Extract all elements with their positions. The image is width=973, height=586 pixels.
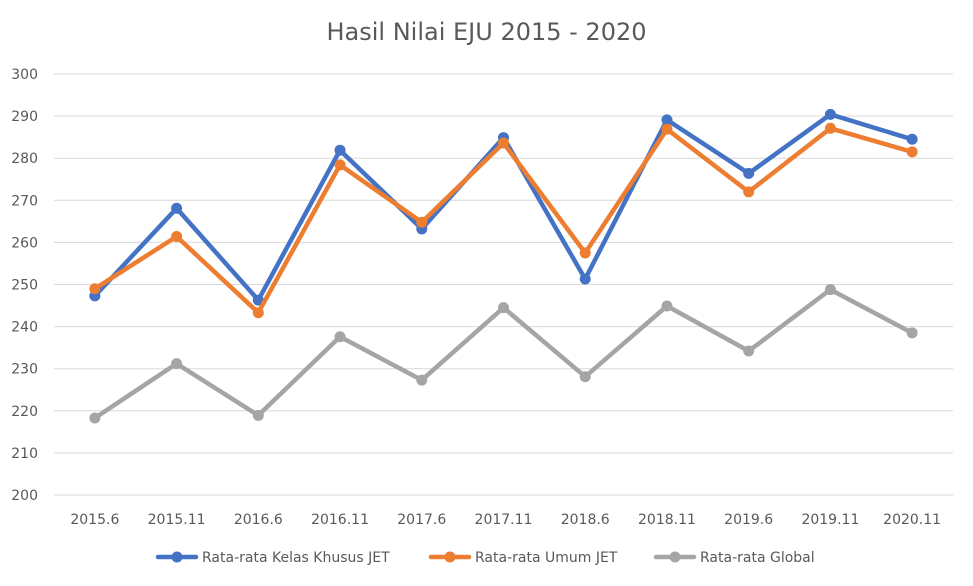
data-point [334, 144, 346, 156]
data-point [743, 345, 755, 357]
data-point [416, 374, 428, 386]
y-tick-label: 290 [11, 109, 38, 125]
y-tick-label: 240 [11, 320, 38, 336]
x-axis-tick-labels: 2015.6 2015.11 2016.6 2016.11 2017.6 2017.11 2… [70, 512, 941, 528]
data-point [252, 294, 264, 306]
data-point [579, 273, 591, 285]
y-tick-label: 210 [11, 446, 38, 462]
x-tick-label: 2017.11 [475, 512, 533, 528]
x-tick-label: 2015.6 [70, 512, 119, 528]
chart-title: Hasil Nilai EJU 2015 - 2020 [326, 18, 647, 46]
x-tick-label: 2016.11 [311, 512, 369, 528]
legend-swatch-marker [669, 551, 681, 563]
legend-item: Rata-rata Kelas Khusus JET [155, 550, 390, 566]
x-tick-label: 2019.11 [801, 512, 859, 528]
y-axis-tick-labels: 200 210 220 230 240 250 260 270 280 290 300 [11, 67, 38, 504]
data-point [252, 409, 264, 421]
data-point [824, 284, 836, 296]
series-2 [89, 122, 918, 319]
legend-label: Rata-rata Kelas Khusus JET [202, 550, 390, 566]
data-point [906, 146, 918, 158]
legend-swatch-marker [171, 551, 183, 563]
series-3 [89, 284, 918, 424]
gridlines [54, 73, 953, 496]
x-tick-label: 2016.6 [234, 512, 283, 528]
data-point [498, 302, 509, 314]
data-point [498, 137, 509, 149]
data-point [579, 247, 591, 259]
data-point [89, 283, 101, 295]
legend-item: Rata-rata Global [653, 550, 815, 566]
legend: Rata-rata Kelas Khusus JET Rata-rata Umum… [155, 550, 815, 566]
y-tick-label: 220 [11, 404, 38, 420]
data-point [661, 123, 673, 135]
data-point [661, 300, 673, 312]
legend-label: Rata-rata Global [700, 550, 815, 566]
y-tick-label: 280 [11, 151, 38, 167]
y-tick-label: 200 [11, 488, 38, 504]
data-point [743, 167, 755, 179]
data-point [334, 159, 346, 171]
series-line [92, 126, 915, 315]
data-point [743, 186, 755, 198]
y-tick-label: 230 [11, 362, 38, 378]
x-tick-label: 2015.11 [148, 512, 206, 528]
data-point [661, 114, 673, 126]
data-point [171, 202, 183, 214]
x-tick-label: 2020.11 [883, 512, 941, 528]
y-tick-label: 270 [11, 193, 38, 209]
data-point [416, 216, 428, 228]
y-tick-label: 300 [11, 67, 38, 83]
data-point [824, 122, 836, 134]
series-lines [89, 108, 918, 424]
data-point [906, 327, 918, 339]
data-point [171, 358, 183, 370]
x-tick-label: 2018.6 [561, 512, 610, 528]
data-point [171, 231, 183, 243]
data-point [579, 371, 591, 383]
y-tick-label: 260 [11, 235, 38, 251]
data-point [334, 331, 346, 343]
legend-item: Rata-rata Umum JET [428, 550, 618, 566]
data-point [906, 133, 918, 145]
x-tick-label: 2017.6 [397, 512, 446, 528]
x-tick-label: 2018.11 [638, 512, 696, 528]
data-point [252, 307, 264, 319]
data-point [824, 108, 836, 120]
legend-swatch-marker [444, 551, 456, 563]
data-point [89, 412, 101, 424]
x-tick-label: 2019.6 [724, 512, 773, 528]
legend-label: Rata-rata Umum JET [475, 550, 618, 566]
y-tick-label: 250 [11, 278, 38, 294]
